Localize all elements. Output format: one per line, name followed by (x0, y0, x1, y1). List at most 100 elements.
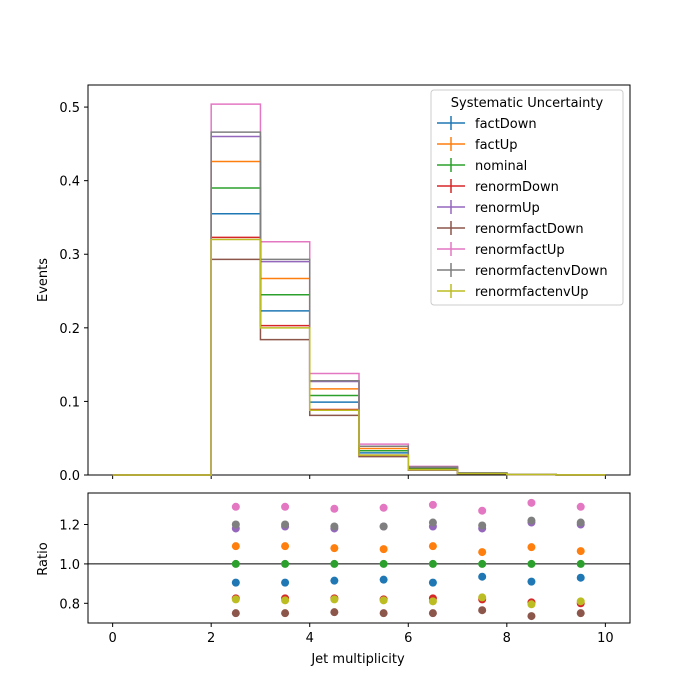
legend-entry-factDown: factDown (437, 116, 537, 132)
main-y-axis-label: Events (36, 258, 51, 302)
legend-entry-nominal: nominal (437, 158, 527, 174)
legend-label: renormfactenvUp (475, 285, 589, 300)
ratio-x-tick-label: 0 (108, 631, 116, 646)
legend-entry-renormUp: renormUp (437, 200, 540, 216)
ratio-point-factUp (330, 544, 339, 553)
legend-entry-renormfactUp: renormfactUp (437, 242, 565, 258)
main-y-tick-label: 0.2 (59, 322, 80, 337)
ratio-point-nominal (478, 559, 487, 568)
legend-entry-renormfactenvUp: renormfactenvUp (437, 284, 589, 300)
ratio-point-factDown (576, 573, 585, 582)
ratio-point-nominal (281, 559, 290, 568)
ratio-point-renormfactDown (231, 609, 240, 618)
legend-entry-renormDown: renormDown (437, 179, 559, 195)
ratio-x-tick-label: 4 (306, 631, 314, 646)
ratio-point-nominal (231, 559, 240, 568)
ratio-point-factUp (231, 542, 240, 551)
ratio-point-renormfactenvDown (527, 516, 536, 525)
ratio-point-renormfactUp (428, 500, 437, 509)
ratio-point-factUp (379, 545, 388, 554)
ratio-point-renormfactUp (330, 504, 339, 513)
x-axis-label: Jet multiplicity (310, 652, 405, 667)
ratio-x-tick-label: 8 (503, 631, 511, 646)
ratio-point-nominal (527, 559, 536, 568)
ratio-point-nominal (330, 559, 339, 568)
main-y-tick-label: 0.3 (59, 248, 80, 263)
ratio-x-tick-label: 2 (207, 631, 215, 646)
legend: Systematic Uncertainty factDown factUp nomi… (430, 89, 624, 306)
histogram-renormfactenvUp (112, 238, 606, 476)
ratio-point-renormfactUp (231, 502, 240, 511)
ratio-point-renormfactenvDown (281, 520, 290, 529)
legend-label: renormfactenvDown (475, 264, 608, 279)
ratio-plot-frame (87, 492, 631, 624)
main-y-tick-label: 0.1 (59, 395, 80, 410)
legend-box (430, 89, 624, 306)
ratio-point-nominal (576, 559, 585, 568)
legend-label: renormDown (475, 180, 559, 195)
legend-label: factUp (475, 138, 518, 153)
ratio-point-renormfactUp (281, 502, 290, 511)
ratio-point-factDown (379, 575, 388, 584)
ratio-point-renormfactenvUp (281, 596, 290, 605)
ratio-panel: 0.8 1.0 1.2 0 2 4 6 8 10 (59, 492, 631, 646)
main-y-tick-label: 0.4 (59, 175, 80, 190)
ratio-point-factDown (428, 578, 437, 587)
ratio-point-renormfactDown (527, 612, 536, 621)
main-plot-frame (87, 84, 631, 476)
ratio-point-renormfactenvUp (428, 597, 437, 606)
ratio-y-tick-label: 1.2 (59, 519, 80, 534)
ratio-point-renormfactenvDown (330, 522, 339, 531)
legend-label: renormfactDown (475, 222, 584, 237)
main-y-tick-label: 0.0 (59, 469, 80, 484)
ratio-point-factUp (478, 548, 487, 557)
ratio-point-factUp (527, 543, 536, 552)
ratio-point-renormfactUp (527, 498, 536, 507)
ratio-point-renormfactenvUp (231, 595, 240, 604)
ratio-point-renormfactenvDown (478, 521, 487, 530)
ratio-point-nominal (379, 559, 388, 568)
ratio-point-renormfactenvUp (379, 596, 388, 605)
ratio-point-factDown (330, 576, 339, 585)
ratio-point-renormfactUp (379, 503, 388, 512)
ratio-point-factDown (478, 572, 487, 581)
ratio-point-renormfactDown (428, 609, 437, 618)
ratio-point-renormfactDown (576, 609, 585, 618)
ratio-point-renormfactDown (281, 609, 290, 618)
ratio-point-renormfactDown (330, 608, 339, 617)
ratio-point-renormfactenvDown (428, 518, 437, 527)
legend-label: renormfactUp (475, 243, 565, 258)
legend-entry-renormfactenvDown: renormfactenvDown (437, 263, 608, 279)
ratio-point-renormfactenvUp (478, 593, 487, 602)
ratio-point-factUp (281, 542, 290, 551)
ratio-point-renormfactDown (379, 609, 388, 618)
ratio-point-factDown (231, 578, 240, 587)
ratio-point-renormfactUp (478, 506, 487, 515)
ratio-point-factDown (281, 578, 290, 587)
legend-label: factDown (475, 117, 537, 132)
ratio-point-factUp (576, 547, 585, 556)
ratio-point-renormfactUp (576, 502, 585, 511)
ratio-point-renormfactenvDown (379, 522, 388, 531)
main-panel: 0.0 0.1 0.2 0.3 0.4 0.5 (59, 84, 631, 484)
legend-label: renormUp (475, 201, 540, 216)
ratio-point-factDown (527, 577, 536, 586)
ratio-point-renormfactenvDown (231, 520, 240, 529)
ratio-y-axis-label: Ratio (36, 542, 51, 575)
ratio-point-renormfactenvDown (576, 518, 585, 527)
ratio-point-factUp (428, 542, 437, 551)
ratio-x-tick-label: 6 (404, 631, 412, 646)
legend-title: Systematic Uncertainty (451, 96, 604, 111)
legend-entry-renormfactDown: renormfactDown (437, 221, 584, 237)
ratio-point-nominal (428, 559, 437, 568)
ratio-point-renormfactDown (478, 606, 487, 615)
legend-entry-factUp: factUp (437, 137, 518, 153)
main-y-tick-label: 0.5 (59, 101, 80, 116)
ratio-y-tick-label: 1.0 (59, 558, 80, 573)
ratio-point-renormfactenvUp (330, 595, 339, 604)
ratio-x-tick-label: 10 (597, 631, 614, 646)
ratio-point-renormfactenvUp (576, 597, 585, 606)
legend-label: nominal (475, 159, 527, 174)
ratio-point-renormfactenvUp (527, 600, 536, 609)
